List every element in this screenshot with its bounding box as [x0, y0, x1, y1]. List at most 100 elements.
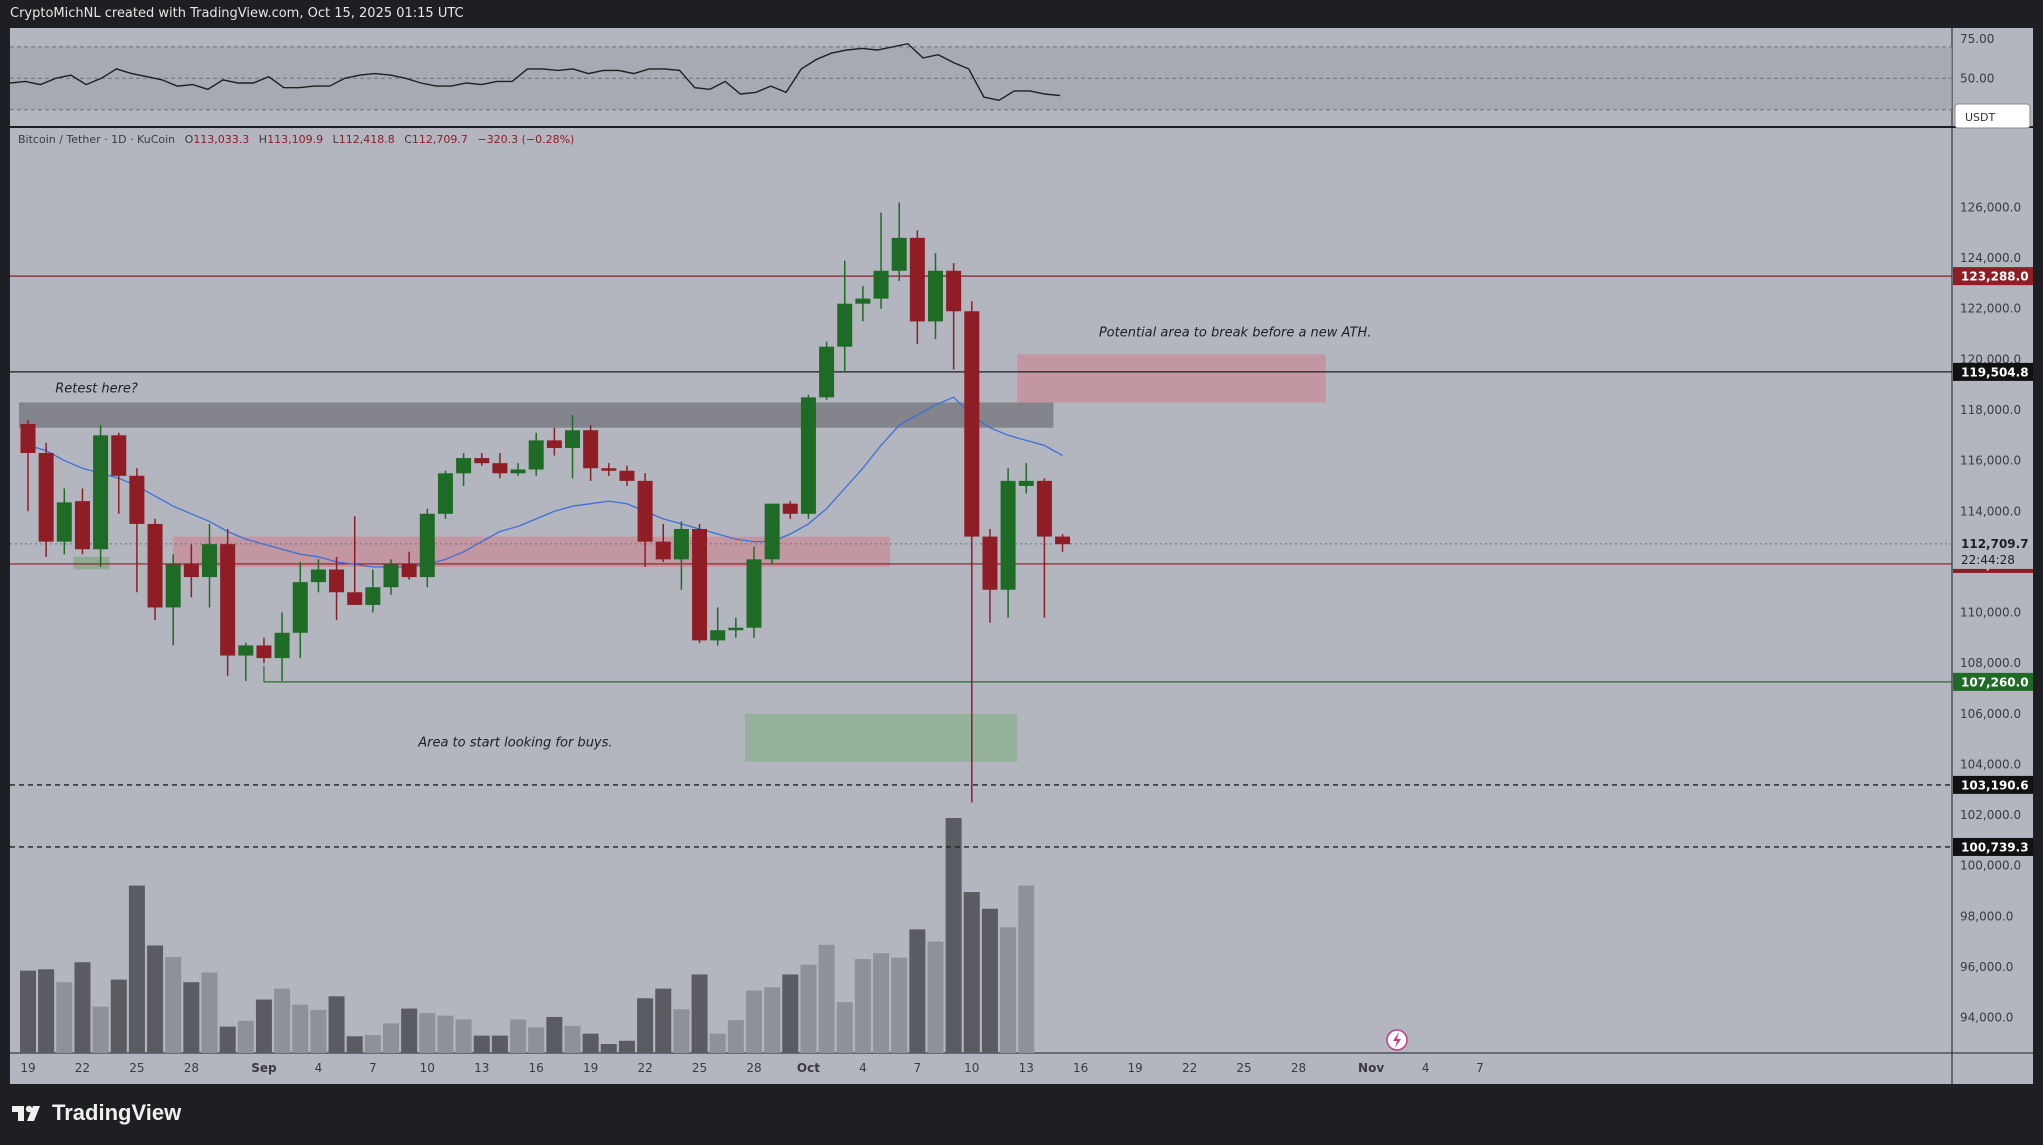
candle-body [419, 513, 435, 578]
time-tick-label: 22 [637, 1061, 652, 1075]
volume-bar [873, 953, 890, 1053]
candle-body [165, 564, 181, 608]
candle-body [619, 470, 635, 481]
lightning-icon[interactable] [1386, 1029, 1408, 1051]
chart-annotation: Area to start looking for buys. [417, 736, 612, 751]
volume-bar [764, 987, 781, 1053]
time-tick-label: Oct [797, 1061, 820, 1075]
level-badge [1953, 672, 2033, 691]
attribution-text: CryptoMichNL created with TradingView.co… [10, 6, 464, 21]
price-tick-label: 100,000.0 [1960, 859, 2021, 873]
chart-frame[interactable]: Retest here? Potential area to break befo… [9, 28, 2033, 1084]
candle-body [456, 458, 472, 474]
price-tick-label: 96,000.0 [1960, 960, 2013, 974]
volume-bar [183, 982, 200, 1053]
candle-body [1018, 480, 1034, 486]
level-badge [1953, 267, 2033, 286]
candle-body [655, 541, 671, 560]
volume-bar [219, 1026, 236, 1053]
candle-body [56, 502, 72, 542]
volume-bar [582, 1033, 599, 1053]
volume-bar [818, 944, 835, 1053]
volume-bar [455, 1019, 472, 1053]
last-price-badge [1953, 534, 2033, 569]
price-tick-label: 120,000.0 [1960, 352, 2021, 366]
candle-body [38, 453, 54, 542]
volume-bar [727, 1020, 744, 1053]
volume-bar [237, 1020, 254, 1053]
candle-body [329, 569, 345, 593]
price-tick-label: 118,000.0 [1960, 403, 2021, 417]
volume-bar [546, 1016, 563, 1053]
candle-body [238, 645, 254, 656]
candle-body [800, 397, 816, 514]
time-tick-label: Sep [251, 1061, 277, 1075]
volume-bar [800, 964, 817, 1053]
time-tick-label: 16 [529, 1061, 544, 1075]
volume-bar [419, 1013, 436, 1053]
candle-body [510, 469, 526, 474]
candle-body [764, 503, 780, 560]
level-badge [1953, 362, 2033, 381]
volume-bar [510, 1019, 527, 1053]
volume-bar [1000, 927, 1017, 1053]
zone-red [173, 536, 891, 567]
candle-body [20, 423, 36, 454]
volume-bar [1018, 885, 1035, 1053]
moving-average-line [27, 396, 1063, 568]
candle-body [292, 582, 308, 633]
candle-body [401, 564, 417, 578]
volume-bar [147, 945, 164, 1053]
currency-selector[interactable]: USDT [1954, 103, 2031, 129]
candle-body [601, 468, 617, 471]
candle-body [365, 587, 381, 605]
chart-annotation: Potential area to break before a new ATH… [1099, 326, 1372, 341]
candle-body [546, 440, 562, 448]
candle-body [891, 237, 907, 271]
candle-body [855, 298, 871, 304]
candle-body [982, 536, 998, 590]
price-tick-label: 104,000.0 [1960, 757, 2021, 771]
price-axis: 75.0050.0025.00126,000.0124,000.0122,000… [1953, 32, 2033, 1025]
chart-canvas[interactable]: Retest here? Potential area to break befo… [9, 28, 2033, 1084]
volume-bar [746, 990, 762, 1053]
time-tick-label: 10 [964, 1061, 979, 1075]
candle-body [710, 630, 726, 641]
candle-body [819, 346, 835, 398]
zone-grey [18, 402, 1054, 428]
volume-bar [401, 1008, 418, 1053]
candle-body [111, 435, 127, 476]
volume-bar [709, 1033, 726, 1053]
rsi-tick-label: 50.00 [1960, 71, 1994, 85]
time-tick-label: 13 [1019, 1061, 1034, 1075]
candle-body [437, 473, 453, 514]
volume-bar [310, 1009, 327, 1053]
time-tick-label: 28 [184, 1061, 199, 1075]
price-tick-label: 102,000.0 [1960, 808, 2021, 822]
price-tick-label: 106,000.0 [1960, 707, 2021, 721]
volume-bar [38, 969, 55, 1053]
volume-bar [165, 957, 182, 1053]
volume-bar [92, 1006, 109, 1053]
zone-red [1017, 354, 1326, 403]
time-tick-label: 25 [692, 1061, 707, 1075]
time-tick-label: 4 [859, 1061, 867, 1075]
candle-body [565, 430, 580, 448]
candle-body [728, 627, 744, 631]
time-tick-label: 10 [420, 1061, 435, 1075]
level-badge-label: 119,504.8 [1961, 365, 2029, 379]
candle-body [274, 632, 290, 659]
time-tick-label: 7 [1476, 1061, 1484, 1075]
price-tick-label: 122,000.0 [1960, 302, 2021, 316]
volume-bar [383, 1023, 399, 1053]
candle-body [909, 237, 925, 322]
tradingview-logo[interactable]: TradingView [12, 1100, 181, 1126]
candle-body [1055, 536, 1071, 545]
price-tick-label: 98,000.0 [1960, 909, 2013, 923]
volume-bar [437, 1015, 454, 1053]
candle-body [147, 523, 163, 608]
candles-layer [20, 202, 1071, 803]
volume-bar [74, 962, 91, 1053]
symbol-legend: Bitcoin / Tether · 1D · KuCoin O113,033.… [18, 133, 574, 146]
volume-bar [673, 1009, 690, 1053]
